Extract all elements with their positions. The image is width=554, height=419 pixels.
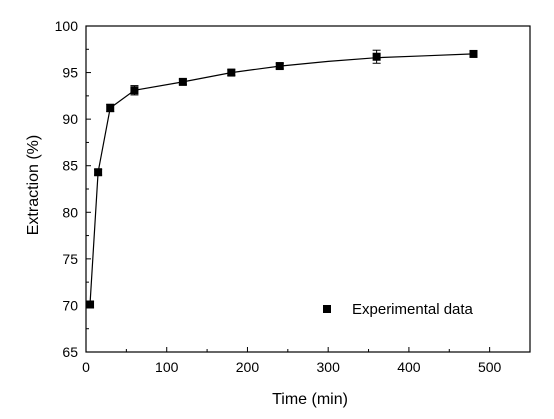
- y-axis: 65 70 75 80 85 90 95 100: [55, 18, 91, 360]
- data-point: [275, 62, 284, 71]
- data-point: [130, 86, 139, 95]
- fit-curve: [89, 53, 474, 305]
- y-axis-title: Extraction (%): [25, 135, 42, 235]
- data-point: [106, 103, 115, 112]
- y-tick-label: 100: [55, 18, 79, 34]
- data-point: [178, 77, 187, 86]
- data-point: [94, 168, 103, 177]
- data-point: [227, 68, 236, 77]
- fit-curve-layer: [89, 53, 474, 305]
- x-tick-label: 0: [82, 359, 90, 375]
- legend-marker: [323, 305, 331, 313]
- x-axis-title: Time (min): [272, 391, 348, 408]
- data-point: [469, 49, 478, 58]
- y-tick-label: 95: [62, 65, 78, 81]
- data-point: [86, 300, 95, 309]
- data-points-layer: [86, 49, 478, 309]
- legend-label: Experimental data: [352, 301, 474, 318]
- y-tick-label: 85: [62, 158, 78, 174]
- x-tick-label: 100: [155, 359, 179, 375]
- legend: Experimental data: [323, 301, 474, 318]
- x-tick-label: 300: [317, 359, 341, 375]
- x-tick-label: 400: [397, 359, 421, 375]
- data-point: [372, 52, 381, 61]
- y-tick-label: 70: [62, 297, 78, 313]
- y-tick-label: 80: [62, 204, 78, 220]
- x-tick-label: 500: [478, 359, 502, 375]
- x-tick-label: 200: [236, 359, 260, 375]
- x-axis: 0 100 200 300 400 500: [82, 347, 531, 375]
- y-tick-label: 75: [62, 251, 78, 267]
- y-tick-label: 90: [62, 111, 78, 127]
- y-tick-label: 65: [62, 344, 78, 360]
